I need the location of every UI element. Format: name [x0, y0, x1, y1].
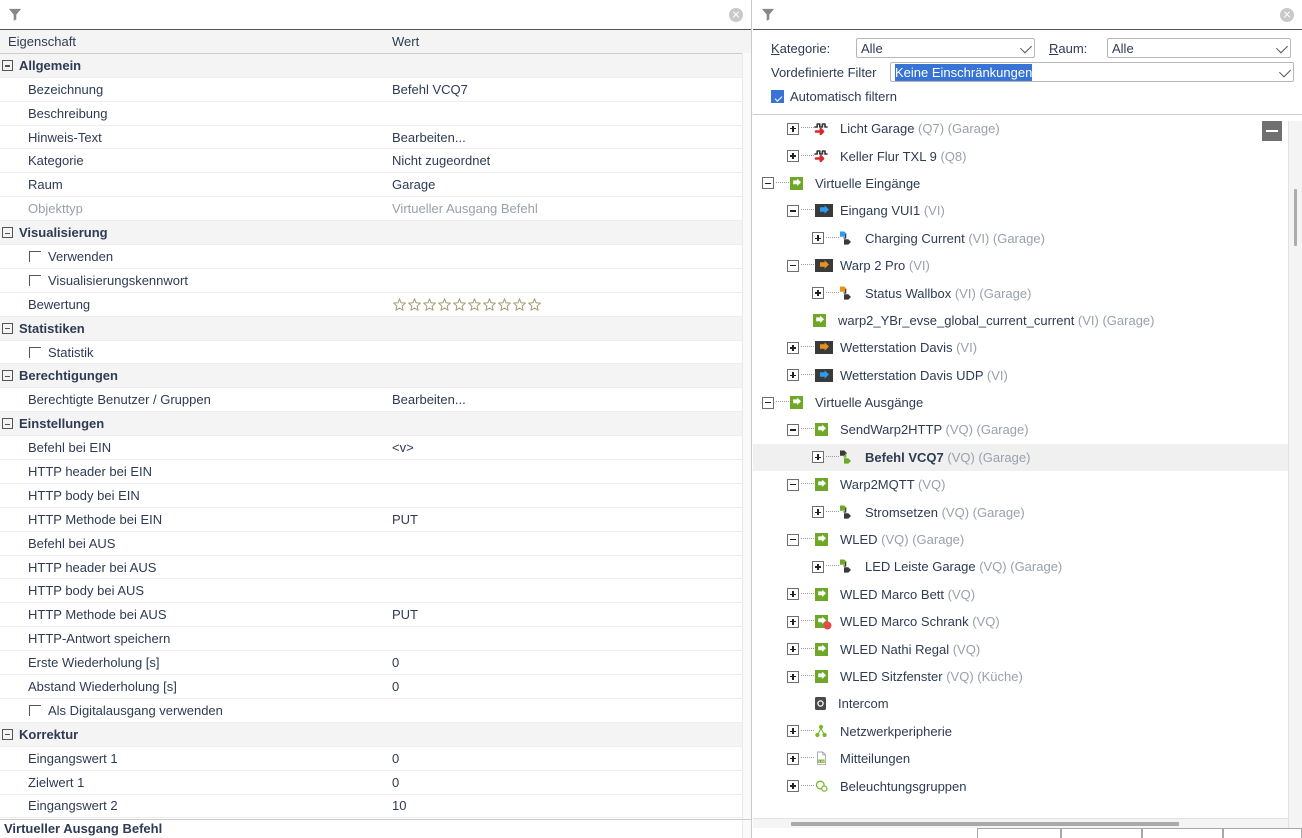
svg-text:LOG: LOG	[819, 759, 826, 763]
